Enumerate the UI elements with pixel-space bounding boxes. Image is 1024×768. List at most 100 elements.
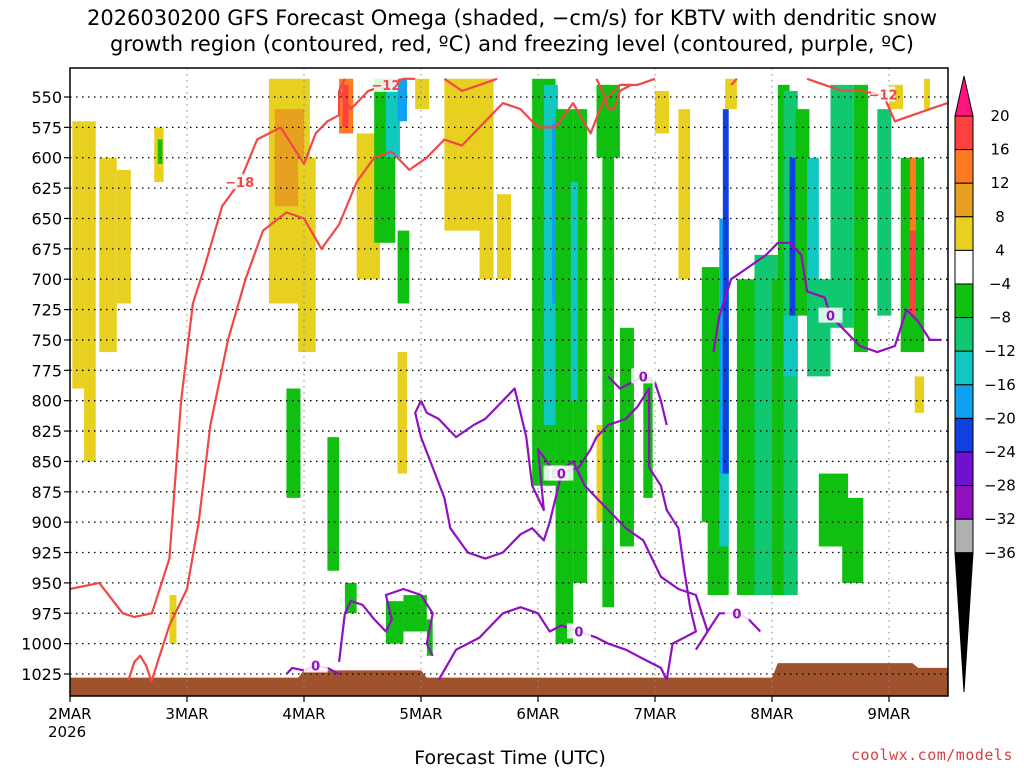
ground-terrain — [70, 663, 948, 696]
y-tick-label: 675 — [31, 240, 62, 259]
y-tick-label: 950 — [31, 574, 62, 593]
omega-cell — [84, 121, 96, 462]
x-tick-label: 8MAR — [750, 705, 793, 723]
omega-cell — [356, 133, 381, 280]
omega-cell — [783, 315, 798, 377]
freezing-level-contour-line — [420, 387, 709, 632]
dgz-contour-line — [127, 654, 153, 683]
x-tick-label: 5MAR — [399, 705, 442, 723]
omega-cell — [298, 157, 316, 353]
y-tick-label: 775 — [31, 361, 62, 380]
y-tick-label: 700 — [31, 270, 62, 289]
omega-shading — [72, 78, 930, 656]
y-tick-label: 600 — [31, 149, 62, 168]
omega-cell — [479, 78, 494, 280]
y-tick-label: 975 — [31, 604, 62, 623]
freezing-level-contour-line — [414, 387, 697, 681]
freezing-level-contour-line — [437, 606, 668, 681]
y-axis-ticks: 550 575 600 625 650 675 700 725 750 775 800 825 850 8… — [21, 88, 70, 684]
y-tick-label: 900 — [31, 513, 62, 532]
colorbar-segment — [954, 384, 974, 419]
x-tick-label: 2MAR — [48, 705, 91, 723]
omega-cell — [914, 376, 925, 413]
dgz-contour-line — [443, 77, 498, 92]
omega-cell — [807, 157, 819, 340]
credit-text: coolwx.com/models — [851, 746, 1013, 764]
dgz-contour-line — [69, 78, 346, 618]
y-tick-label: 550 — [31, 88, 62, 107]
omega-cell — [426, 619, 433, 656]
x-tick-label: 7MAR — [633, 705, 676, 723]
omega-cell — [342, 84, 349, 128]
y-tick-label: 1000 — [21, 635, 62, 654]
omega-cell — [795, 109, 810, 316]
omega-cell — [924, 78, 930, 110]
colorbar-tick-label: −28 — [984, 477, 1016, 495]
omega-cell — [877, 109, 892, 316]
omega-cell — [99, 157, 117, 353]
omega-cell — [570, 182, 578, 401]
omega-cell — [596, 424, 603, 523]
freezing-contours: 0000000 — [285, 241, 942, 681]
contour-label: 0 — [574, 625, 583, 640]
omega-cell — [655, 90, 670, 134]
omega-cell — [72, 121, 85, 389]
omega-cell — [842, 497, 864, 583]
colorbar-segment — [954, 115, 974, 151]
contour-label-background — [871, 86, 896, 102]
omega-cell — [722, 109, 729, 474]
dgz-contour-line — [730, 78, 738, 86]
colorbar-segment — [954, 451, 974, 487]
freezing-level-contour-line — [338, 587, 434, 663]
colorbar-tick-label: −24 — [984, 443, 1016, 461]
y-tick-label: 575 — [31, 118, 62, 137]
contour-label: 0 — [639, 370, 648, 385]
omega-cell — [397, 230, 410, 304]
contour-label: −18 — [225, 176, 254, 191]
omega-cell — [678, 109, 691, 280]
contour-label-background — [566, 623, 591, 639]
colorbar-segment — [954, 216, 974, 251]
contour-label: −12 — [869, 89, 898, 104]
colorbar-segment — [954, 249, 974, 285]
x-axis-label: Forecast Time (UTC) — [414, 747, 605, 768]
omega-cell — [403, 595, 427, 632]
omega-cell — [830, 84, 854, 328]
freezing-level-contour-line — [712, 241, 942, 354]
y-tick-label: 650 — [31, 209, 62, 228]
contour-label: 0 — [826, 310, 835, 325]
omega-cell — [116, 169, 131, 304]
x-tick-label: 4MAR — [282, 705, 325, 723]
omega-cell — [497, 194, 512, 280]
omega-cell — [327, 437, 340, 571]
colorbar-top-arrow — [954, 75, 974, 117]
colorbar-segment — [954, 518, 974, 554]
colorbar-tick-label: −4 — [989, 275, 1011, 293]
contour-label: 0 — [732, 607, 741, 622]
colorbar-tick-label: 8 — [995, 208, 1005, 226]
contour-label-background — [724, 605, 749, 621]
y-tick-label: 750 — [31, 331, 62, 350]
colorbar-tick-label: 16 — [990, 141, 1009, 159]
colorbar-tick-label: 4 — [995, 241, 1005, 259]
contour-label: −12 — [371, 79, 400, 94]
y-tick-label: 1025 — [21, 665, 62, 684]
omega-cell — [789, 157, 799, 316]
dgz-contour-line — [150, 77, 656, 681]
omega-cell — [555, 109, 574, 644]
colorbar-tick-label: −12 — [984, 342, 1016, 360]
y-tick-label: 925 — [31, 544, 62, 563]
y-tick-label: 625 — [31, 179, 62, 198]
colorbar-tick-label: −20 — [984, 409, 1016, 427]
contour-label-background — [373, 76, 398, 92]
omega-cell — [415, 78, 430, 110]
x-tick-label: 6MAR — [516, 705, 559, 723]
omega-cell — [910, 230, 916, 316]
omega-cell — [444, 78, 480, 231]
omega-cell — [286, 388, 301, 498]
x-axis-ticks: 2MAR 3MAR 4MAR 5MAR 6MAR 7MAR 8MAR 9MAR — [48, 696, 911, 723]
contour-label-background — [303, 657, 328, 673]
colorbar-segment — [954, 182, 974, 218]
omega-cell — [602, 109, 615, 608]
